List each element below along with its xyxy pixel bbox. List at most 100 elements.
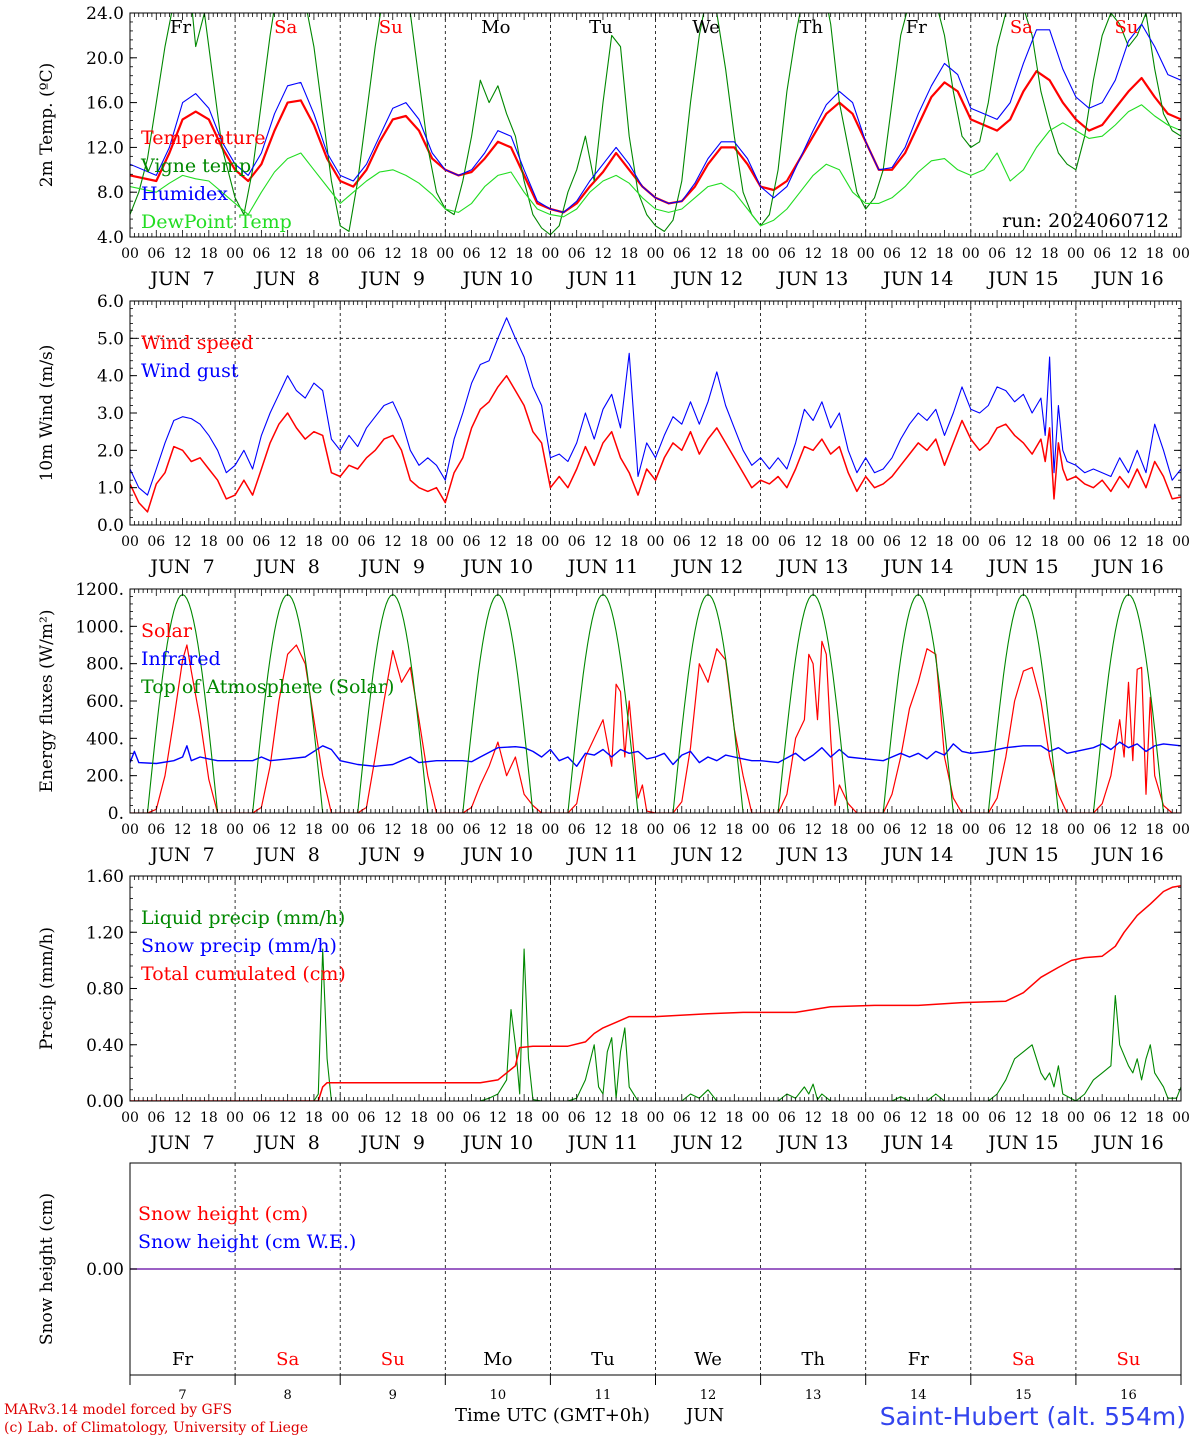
- day-name: Sa: [274, 17, 297, 38]
- y-tick-label: 1200.: [75, 580, 124, 600]
- y-tick-label: 1.0: [97, 479, 124, 499]
- hour-tick-label: 06: [358, 1110, 376, 1126]
- series-line-Liquid precip (mm/h): [130, 948, 1181, 1101]
- hour-tick-label: 12: [174, 1110, 192, 1126]
- date-label: JUN 7: [148, 1132, 214, 1154]
- day-name: We: [694, 1349, 722, 1370]
- y-axis-label: Snow height (cm): [37, 1193, 57, 1345]
- day-name: Fr: [170, 17, 191, 38]
- day-number: 16: [1120, 1388, 1137, 1403]
- footer-lab: (c) Lab. of Climatology, University of L…: [4, 1420, 309, 1436]
- hour-tick-label: 00: [436, 246, 454, 262]
- legend-entry: Temperature: [141, 127, 265, 149]
- date-label: JUN 11: [566, 556, 638, 578]
- hour-tick-label: 12: [699, 822, 717, 838]
- series-line-Infrared: [130, 741, 1181, 767]
- hour-tick-label: 12: [489, 534, 507, 550]
- y-tick-label: 2.0: [97, 441, 124, 461]
- hour-tick-label: 00: [1172, 246, 1190, 262]
- hour-tick-label: 06: [1093, 822, 1111, 838]
- hour-tick-label: 12: [279, 822, 297, 838]
- legend-entry: Solar: [141, 620, 193, 642]
- day-name: Sa: [1012, 1349, 1035, 1370]
- hour-tick-label: 00: [541, 534, 559, 550]
- date-label: JUN 14: [881, 1132, 953, 1154]
- y-tick-label: 3.0: [97, 404, 124, 424]
- hour-tick-label: 12: [909, 1110, 927, 1126]
- hour-tick-label: 00: [226, 246, 244, 262]
- hour-tick-label: 12: [1014, 822, 1032, 838]
- day-number: 7: [178, 1388, 186, 1403]
- hour-tick-label: 00: [752, 822, 770, 838]
- day-number: 8: [284, 1388, 292, 1403]
- y-axis-label: Energy fluxes (W/m²): [37, 610, 57, 793]
- day-name: Fr: [906, 17, 927, 38]
- y-tick-label: 0.: [108, 804, 124, 824]
- day-name: Mo: [483, 1349, 512, 1370]
- y-tick-label: 12.0: [86, 138, 124, 158]
- hour-tick-label: 18: [200, 1110, 218, 1126]
- chart-panel-2: 0.0 1.0 2.0 3.0 4.0 5.0 6.0 10m Wind (m/s) Wind …: [37, 292, 1190, 578]
- y-tick-label: 0.80: [86, 980, 124, 1000]
- hour-tick-label: 06: [988, 1110, 1006, 1126]
- hour-tick-label: 12: [279, 534, 297, 550]
- hour-tick-label: 00: [752, 1110, 770, 1126]
- hour-tick-label: 00: [857, 1110, 875, 1126]
- hour-tick-label: 18: [410, 534, 428, 550]
- hour-tick-label: 18: [515, 822, 533, 838]
- hour-tick-label: 06: [988, 534, 1006, 550]
- day-number: 11: [595, 1388, 612, 1403]
- day-name: Th: [801, 1349, 825, 1370]
- series-group: [130, 317, 1181, 513]
- series-line-Vigne temp: [130, 13, 1181, 236]
- hour-tick-label: 00: [331, 1110, 349, 1126]
- date-label: JUN 10: [461, 556, 533, 578]
- day-name: Sa: [1010, 17, 1033, 38]
- hour-tick-label: 06: [568, 822, 586, 838]
- hour-tick-label: 06: [463, 246, 481, 262]
- date-label: JUN 7: [148, 556, 214, 578]
- hour-tick-label: 12: [1014, 534, 1032, 550]
- hour-tick-label: 06: [568, 1110, 586, 1126]
- legend-entry: Wind gust: [141, 360, 239, 382]
- legend-entry: DewPoint Temp: [141, 211, 292, 233]
- hour-tick-label: 06: [883, 246, 901, 262]
- day-name: Fr: [172, 1349, 193, 1370]
- hour-tick-label: 12: [489, 1110, 507, 1126]
- hour-tick-label: 00: [331, 246, 349, 262]
- date-label: JUN 16: [1091, 1132, 1163, 1154]
- y-tick-label: 1.60: [86, 867, 124, 887]
- hour-tick-label: 06: [147, 246, 165, 262]
- date-label: JUN 9: [359, 844, 425, 866]
- date-label: JUN 11: [566, 844, 638, 866]
- hour-tick-label: 00: [857, 246, 875, 262]
- hour-tick-label: 12: [594, 246, 612, 262]
- y-tick-label: 5.0: [97, 329, 124, 349]
- hour-tick-label: 00: [647, 534, 665, 550]
- hour-tick-label: 18: [410, 246, 428, 262]
- hour-tick-label: 06: [463, 1110, 481, 1126]
- hour-tick-label: 12: [909, 246, 927, 262]
- hour-tick-label: 18: [305, 534, 323, 550]
- hour-tick-label: 06: [778, 246, 796, 262]
- hour-tick-label: 00: [331, 822, 349, 838]
- date-label: JUN 10: [461, 268, 533, 290]
- legend-entry: Snow precip (mm/h): [141, 935, 337, 957]
- hour-tick-label: 00: [436, 822, 454, 838]
- day-name: Su: [379, 17, 403, 38]
- day-number: 13: [805, 1388, 822, 1403]
- series-group: [130, 594, 1181, 813]
- y-tick-label: 16.0: [86, 94, 124, 114]
- hour-tick-label: 00: [752, 246, 770, 262]
- hour-tick-label: 18: [620, 534, 638, 550]
- date-label: JUN 9: [359, 1132, 425, 1154]
- chart-panel-3: 0. 200. 400. 600. 800. 1000. 1200. Energy fluxe…: [37, 580, 1190, 866]
- y-axis-label: 10m Wind (m/s): [37, 345, 57, 482]
- hour-tick-label: 12: [174, 246, 192, 262]
- hour-tick-label: 12: [594, 534, 612, 550]
- series-line-Wind speed: [130, 374, 1181, 513]
- hour-tick-label: 18: [936, 246, 954, 262]
- y-tick-label: 1000.: [75, 617, 124, 637]
- hour-tick-label: 00: [541, 822, 559, 838]
- y-tick-label: 400.: [86, 729, 124, 749]
